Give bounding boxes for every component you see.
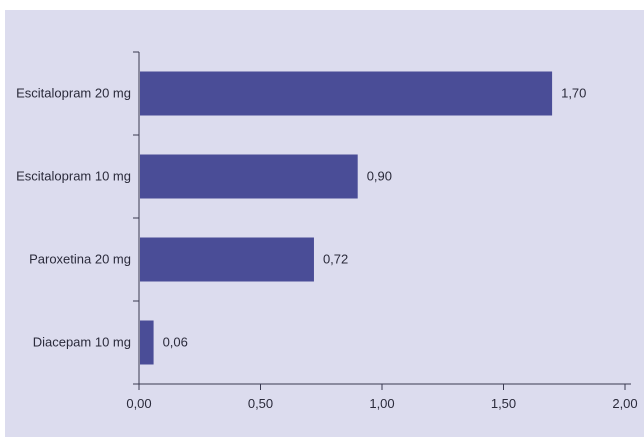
bar bbox=[140, 71, 553, 116]
bar-chart: 0,00 0,50 1,00 1,50 2,00 Escitalopram 20 mg 1,… bbox=[5, 10, 644, 437]
bar bbox=[140, 320, 154, 365]
bar bbox=[140, 154, 358, 199]
category-label: Paroxetina 20 mg bbox=[29, 252, 131, 267]
x-tick-label: 2,00 bbox=[612, 396, 637, 411]
category-label: Escitalopram 20 mg bbox=[16, 86, 131, 101]
x-tick-label: 1,50 bbox=[491, 396, 516, 411]
x-tick-label: 0,50 bbox=[248, 396, 273, 411]
x-tick-label: 0,00 bbox=[126, 396, 151, 411]
data-label: 0,06 bbox=[163, 335, 188, 350]
x-tick-label: 1,00 bbox=[369, 396, 394, 411]
category-label: Diacepam 10 mg bbox=[33, 335, 131, 350]
data-label: 0,90 bbox=[367, 169, 392, 184]
data-label: 1,70 bbox=[561, 86, 586, 101]
data-label: 0,72 bbox=[323, 252, 348, 267]
chart-panel: 0,00 0,50 1,00 1,50 2,00 Escitalopram 20 mg 1,… bbox=[5, 10, 644, 437]
bar bbox=[140, 237, 314, 282]
category-label: Escitalopram 10 mg bbox=[16, 169, 131, 184]
